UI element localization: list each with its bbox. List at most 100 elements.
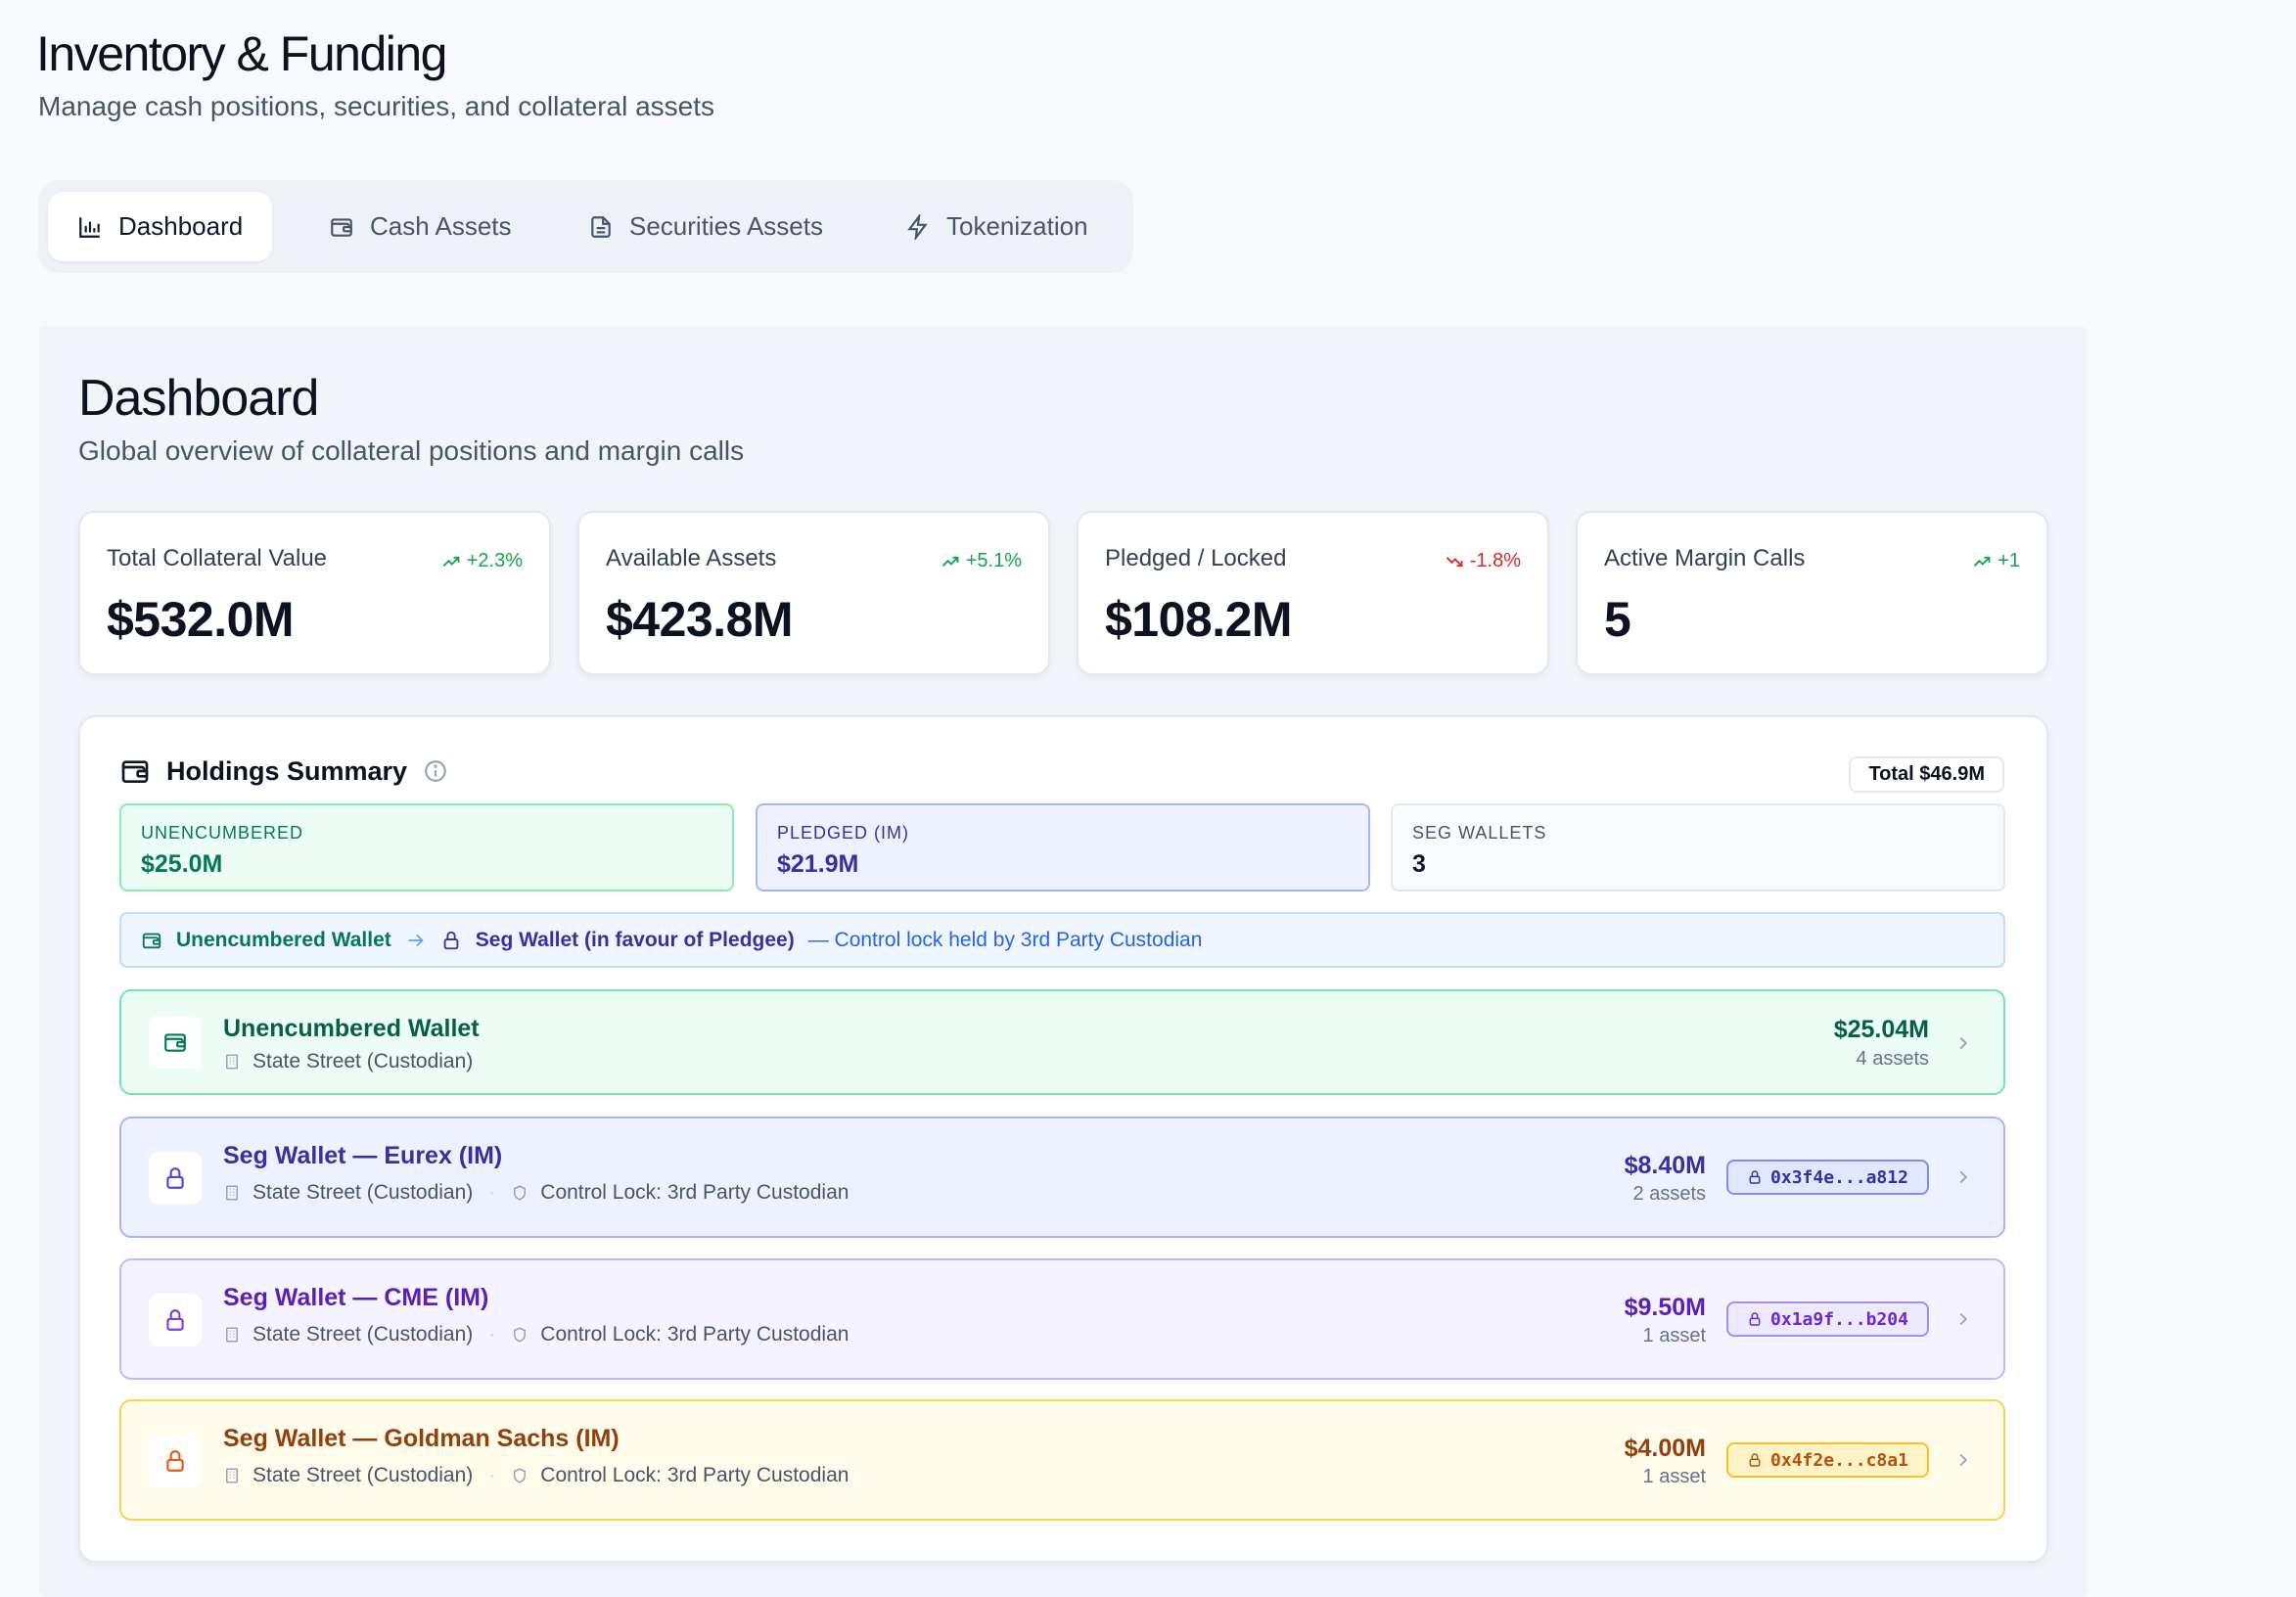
info-icon[interactable] (423, 758, 448, 784)
document-icon (591, 215, 611, 238)
wallet-name: Seg Wallet — Eurex (IM) (223, 1142, 503, 1169)
wallet-custodian: State Street (Custodian) (253, 1181, 474, 1204)
wallet-address-badge[interactable]: 0x4f2e...c8a1 (1726, 1442, 1929, 1478)
wallet-meta: State Street (Custodian) · Control Lock:… (223, 1464, 849, 1487)
stat-label: Pledged / Locked (1105, 545, 1287, 571)
lock-icon (443, 931, 459, 949)
building-icon (226, 1468, 238, 1483)
tab-label: Tokenization (946, 211, 1088, 241)
building-icon (226, 1054, 238, 1070)
wallet-amount: $8.40M (1624, 1152, 1706, 1179)
wallet-icon (142, 933, 161, 948)
wallet-row-cme[interactable]: Seg Wallet — CME (IM) State Street (Cust… (119, 1258, 2005, 1380)
stat-delta-value: +2.3% (466, 550, 523, 571)
wallet-asset-count: 4 assets (1856, 1048, 1929, 1070)
flow-note: — Control lock held by 3rd Party Custodi… (807, 928, 1203, 951)
tab-label: Cash Assets (370, 211, 512, 241)
trending-up-icon (1974, 556, 1991, 567)
summary-value: $21.9M (777, 850, 859, 878)
wallet-control-lock: Control Lock: 3rd Party Custodian (540, 1464, 850, 1486)
summary-value: $25.0M (141, 850, 223, 878)
tab-bar: Dashboard Cash Assets Securities Assets … (38, 180, 1133, 273)
lock-icon (166, 1309, 184, 1331)
stat-delta: +5.1% (941, 550, 1022, 572)
summary-key: UNENCUMBERED (141, 823, 304, 843)
wallet-asset-count: 2 assets (1632, 1183, 1706, 1205)
stat-value: $532.0M (107, 592, 295, 647)
separator-dot: · (488, 1323, 496, 1346)
tab-cash-assets[interactable]: Cash Assets (299, 192, 541, 261)
wallet-icon (121, 760, 149, 783)
wallet-row-unencumbered[interactable]: Unencumbered Wallet State Street (Custod… (119, 989, 2005, 1095)
stat-card-active-margin-calls: Active Margin Calls +1 5 (1576, 511, 2048, 675)
separator-dot: · (488, 1464, 496, 1486)
wallet-address: 0x4f2e...c8a1 (1770, 1449, 1908, 1471)
wallet-custodian: State Street (Custodian) (253, 1050, 474, 1072)
summary-unencumbered: UNENCUMBERED $25.0M (119, 803, 734, 891)
trending-up-icon (442, 556, 460, 567)
stat-value: $423.8M (606, 592, 794, 647)
summary-pledged: PLEDGED (IM) $21.9M (756, 803, 1370, 891)
summary-key: PLEDGED (IM) (777, 823, 910, 843)
tab-tokenization[interactable]: Tokenization (876, 192, 1118, 261)
stat-label: Active Margin Calls (1604, 545, 1806, 571)
lock-icon (1749, 1170, 1761, 1184)
tab-securities-assets[interactable]: Securities Assets (559, 192, 852, 261)
chevron-right-icon (1959, 1170, 1968, 1184)
chevron-right-icon (1959, 1453, 1968, 1467)
wallet-control-lock: Control Lock: 3rd Party Custodian (540, 1323, 850, 1346)
wallet-address-badge[interactable]: 0x1a9f...b204 (1726, 1301, 1929, 1337)
wallet-name: Seg Wallet — Goldman Sachs (IM) (223, 1425, 620, 1452)
tab-dashboard[interactable]: Dashboard (48, 192, 273, 261)
wallet-amount: $4.00M (1624, 1435, 1706, 1462)
wallet-amount: $9.50M (1624, 1294, 1706, 1321)
building-icon (226, 1185, 238, 1201)
stat-card-total-collateral: Total Collateral Value +2.3% $532.0M (78, 511, 551, 675)
stat-delta: +2.3% (441, 550, 523, 572)
wallet-address: 0x3f4e...a812 (1770, 1166, 1908, 1188)
bar-chart-icon (79, 216, 100, 238)
stat-delta-value: +5.1% (965, 550, 1022, 571)
wallet-asset-count: 1 asset (1642, 1466, 1706, 1487)
tab-label: Securities Assets (629, 211, 823, 241)
wallet-meta: State Street (Custodian) · Control Lock:… (223, 1181, 849, 1205)
lock-icon (166, 1167, 184, 1189)
wallet-amount: $25.04M (1833, 1016, 1929, 1043)
flow-to: Seg Wallet (in favour of Pledgee) (475, 928, 795, 951)
stat-value: 5 (1604, 592, 1631, 647)
page-title: Inventory & Funding (36, 26, 448, 81)
arrow-right-icon (408, 934, 424, 946)
tab-label: Dashboard (118, 211, 244, 241)
stat-label: Available Assets (606, 545, 777, 571)
wallet-flow-banner: Unencumbered Wallet Seg Wallet (in favou… (119, 912, 2005, 968)
holdings-title: Holdings Summary (166, 755, 408, 786)
trending-down-icon (1446, 556, 1463, 567)
building-icon (226, 1327, 238, 1343)
wallet-row-eurex[interactable]: Seg Wallet — Eurex (IM) State Street (Cu… (119, 1117, 2005, 1238)
stat-delta: -1.8% (1445, 550, 1521, 572)
shield-icon (514, 1185, 527, 1201)
wallet-icon-box (149, 1435, 202, 1487)
lock-icon (1749, 1312, 1761, 1326)
wallet-row-goldman-sachs[interactable]: Seg Wallet — Goldman Sachs (IM) State St… (119, 1399, 2005, 1521)
wallet-icon (331, 217, 352, 237)
holdings-total-badge: Total $46.9M (1849, 756, 2004, 793)
stat-delta: +1 (1972, 550, 2020, 572)
stat-label: Total Collateral Value (107, 545, 328, 571)
wallet-meta: State Street (Custodian) · Control Lock:… (223, 1323, 849, 1346)
lock-icon (1749, 1453, 1761, 1467)
wallet-meta: State Street (Custodian) (223, 1050, 473, 1073)
wallet-icon-box (149, 1016, 202, 1069)
chevron-right-icon (1959, 1036, 1968, 1050)
stat-card-available-assets: Available Assets +5.1% $423.8M (577, 511, 1050, 675)
stat-delta-value: -1.8% (1469, 550, 1521, 571)
wallet-name: Seg Wallet — CME (IM) (223, 1284, 489, 1311)
summary-value: 3 (1412, 850, 1426, 878)
wallet-address-badge[interactable]: 0x3f4e...a812 (1726, 1160, 1929, 1195)
dashboard-title: Dashboard (78, 370, 319, 427)
wallet-icon-box (149, 1294, 202, 1346)
page-subtitle: Manage cash positions, securities, and c… (38, 91, 715, 121)
wallet-icon-box (149, 1152, 202, 1205)
dashboard-subtitle: Global overview of collateral positions … (78, 435, 745, 466)
wallet-control-lock: Control Lock: 3rd Party Custodian (540, 1181, 850, 1204)
